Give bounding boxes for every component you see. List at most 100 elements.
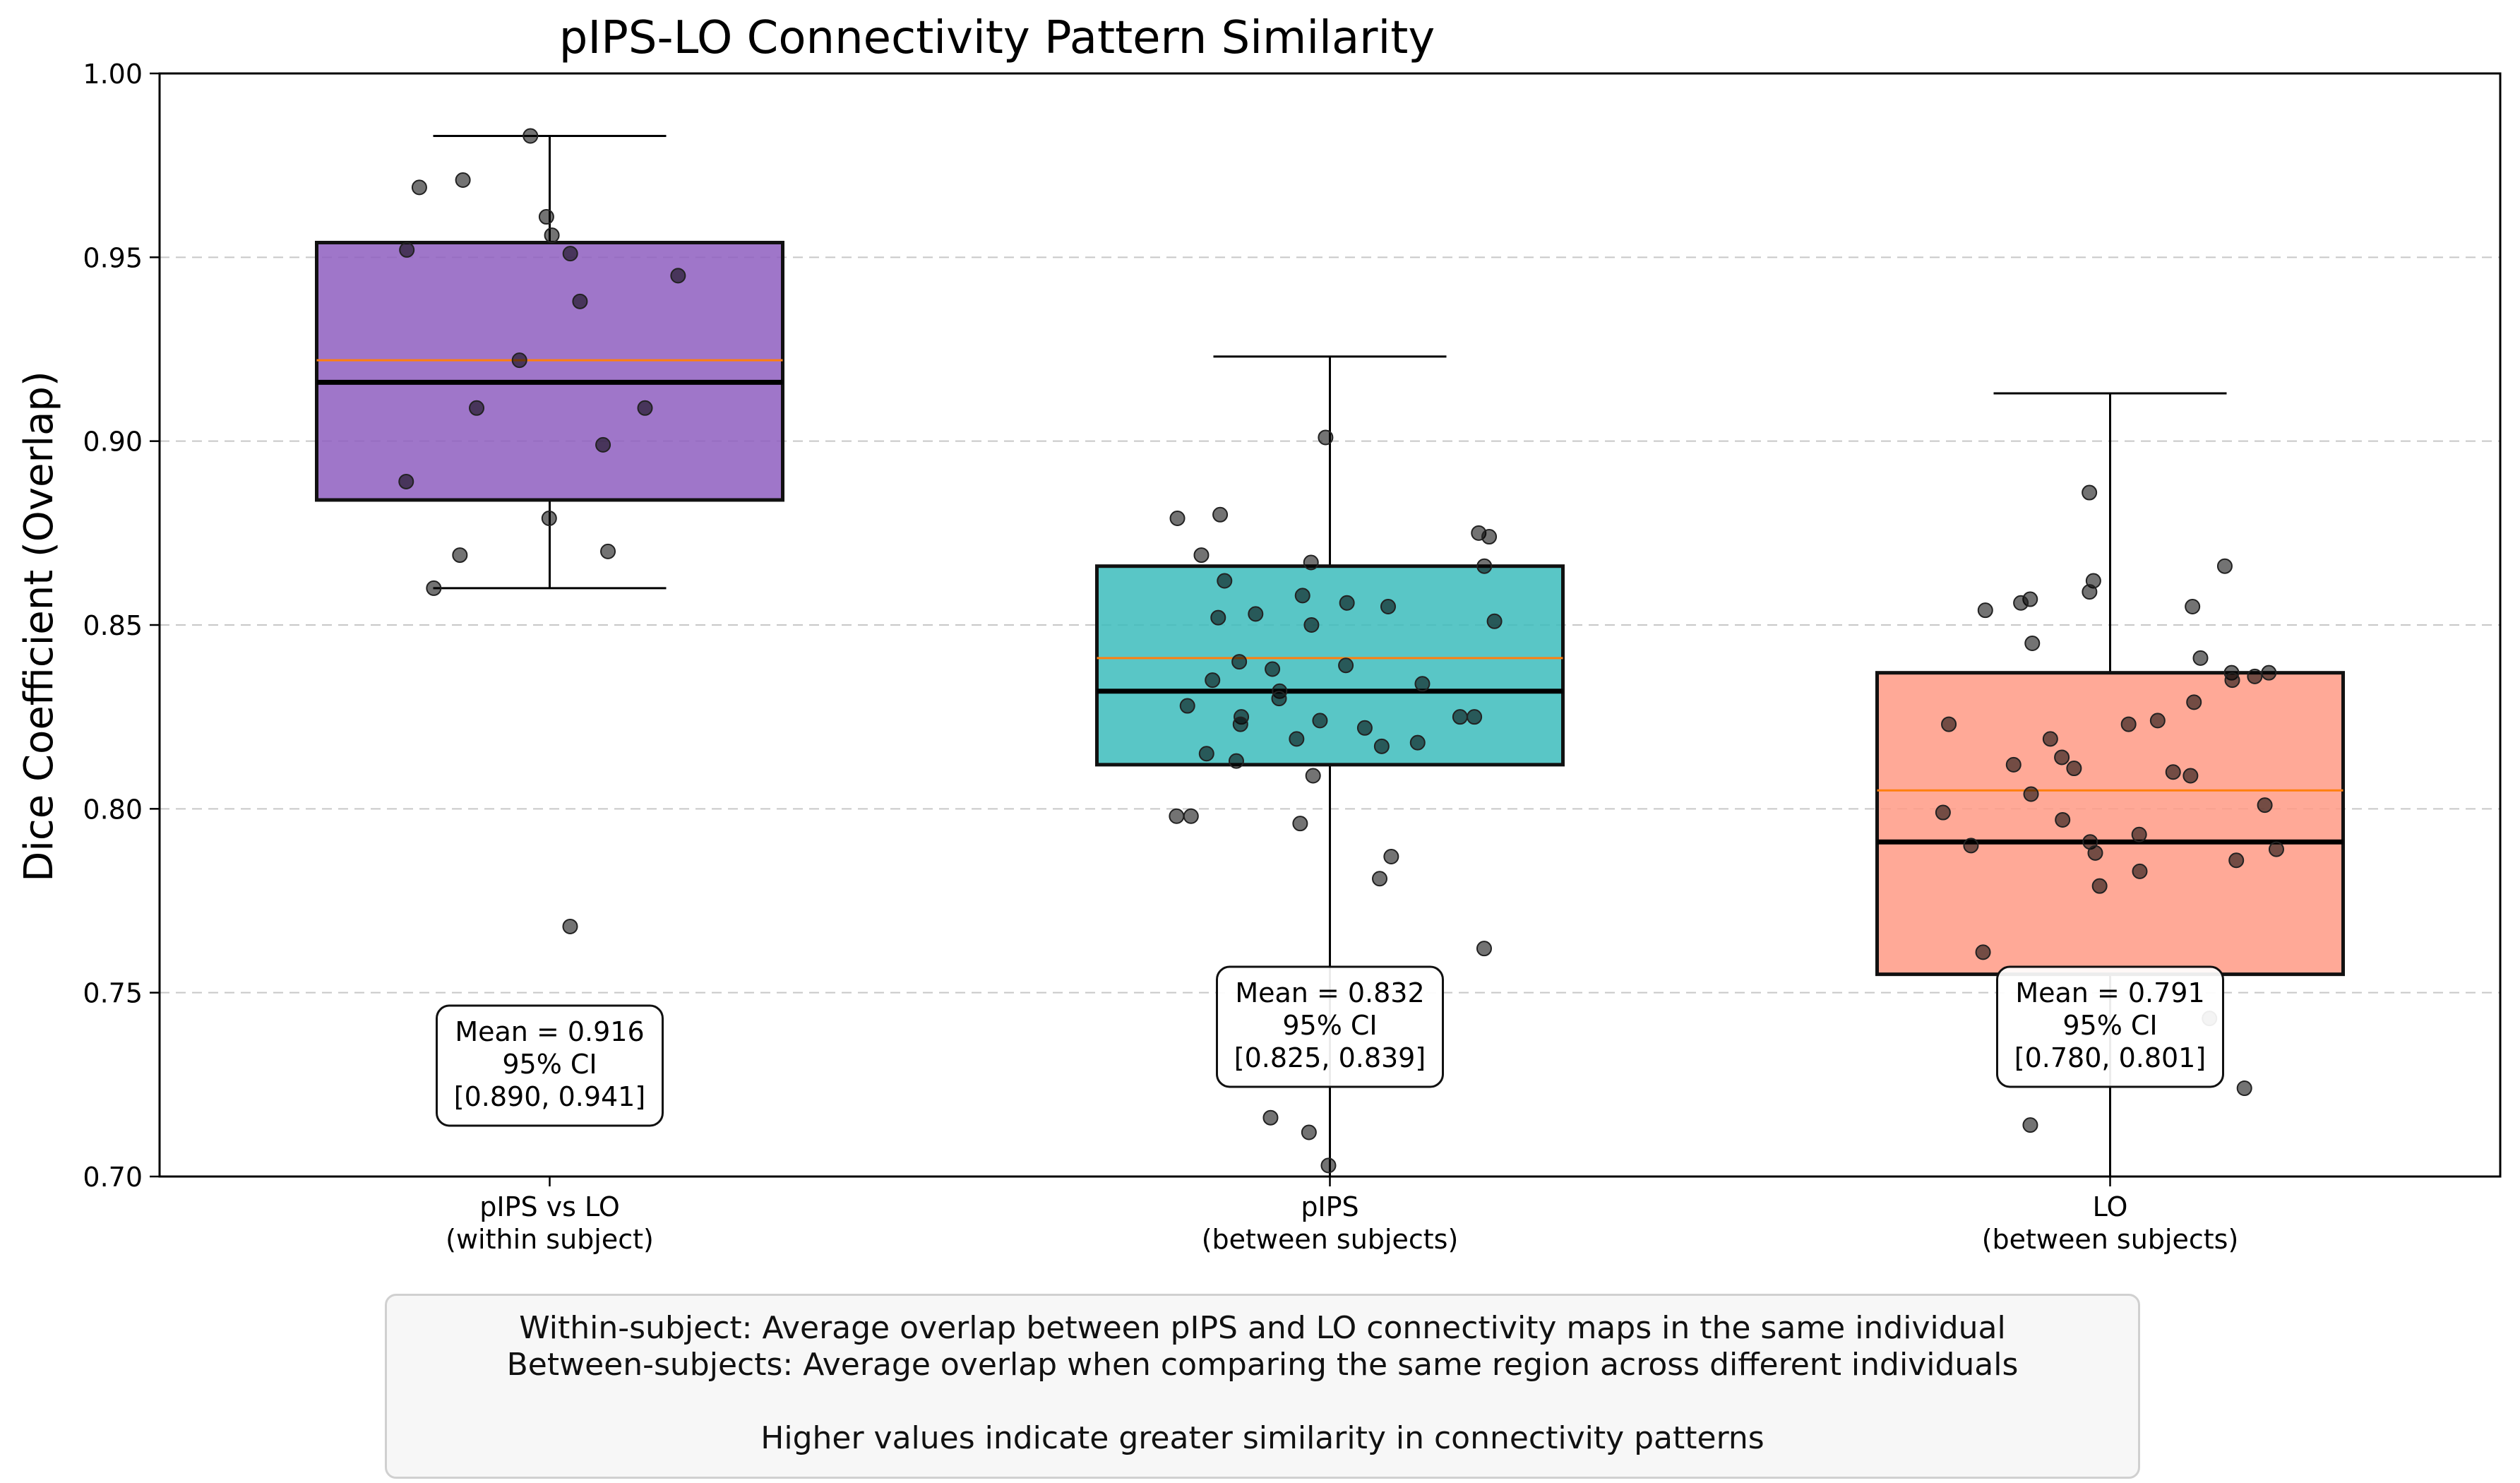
x-tick-label: pIPS vs LO — [479, 1191, 620, 1222]
data-point — [452, 547, 468, 564]
data-point — [455, 172, 471, 188]
data-point — [1205, 672, 1221, 689]
data-point — [1318, 429, 1334, 446]
data-point — [670, 268, 686, 284]
data-point — [2228, 852, 2245, 869]
data-point — [2224, 672, 2240, 689]
data-point — [1338, 657, 1354, 674]
y-tick-label: 0.80 — [83, 794, 143, 825]
data-point — [562, 246, 578, 262]
data-point — [637, 400, 653, 416]
data-point — [572, 293, 588, 309]
data-point — [1975, 944, 1991, 960]
data-point — [1232, 716, 1248, 732]
data-point — [1231, 654, 1248, 670]
annotation-text: [0.780, 0.801] — [2014, 1042, 2206, 1073]
data-point — [1380, 598, 1396, 614]
data-point — [2055, 811, 2071, 828]
annotation-box — [1996, 965, 2224, 1088]
data-point — [1228, 753, 1244, 769]
data-point — [426, 580, 442, 596]
data-point — [511, 352, 527, 369]
annotation-text: 95% CI — [1282, 1010, 1377, 1041]
y-tick-label: 0.95 — [83, 242, 143, 273]
footer-caption-box: Within-subject: Average overlap between … — [385, 1294, 2140, 1479]
y-tick-label: 0.75 — [83, 978, 143, 1009]
data-point — [1963, 838, 1979, 854]
data-point — [1476, 558, 1493, 574]
box-group-1 — [1095, 355, 1565, 1177]
data-point — [1248, 606, 1264, 622]
data-point — [2082, 584, 2098, 600]
annotation-box — [1216, 965, 1444, 1088]
annotation-text: 95% CI — [2062, 1010, 2157, 1041]
data-point — [2005, 756, 2022, 773]
data-point — [2149, 713, 2166, 729]
data-point — [562, 918, 578, 934]
data-point — [541, 511, 557, 527]
axis-layer: 0.70 0.75 0.80 0.85 0.90 0.95 1.00 pIPS vs LO(w… — [83, 59, 2502, 1255]
data-point — [1339, 595, 1355, 611]
annotation-box — [436, 1004, 664, 1127]
data-point — [1271, 691, 1287, 707]
data-point — [1198, 746, 1214, 762]
data-point — [1294, 588, 1310, 604]
x-tick-label: pIPS — [1301, 1191, 1358, 1222]
data-point — [1169, 808, 1185, 824]
annotation-text: Mean = 0.916 — [455, 1016, 644, 1047]
data-point — [2192, 650, 2209, 666]
data-point — [1303, 554, 1319, 571]
data-point — [2091, 878, 2108, 894]
data-point — [1292, 816, 1308, 832]
data-point — [1409, 734, 1426, 751]
data-point — [1383, 849, 1399, 865]
x-tick-sublabel: (between subjects) — [1982, 1224, 2239, 1255]
data-point — [2236, 1080, 2252, 1097]
data-point — [1414, 676, 1431, 692]
y-tick-label: 0.70 — [83, 1162, 143, 1193]
data-point — [1977, 602, 1993, 619]
data-point — [2087, 845, 2103, 861]
annotation-text: Mean = 0.832 — [1235, 977, 1424, 1008]
chart-svg: pIPS-LO Connectivity Pattern Similarity … — [16, 12, 2502, 1255]
data-point — [2054, 749, 2070, 766]
data-point — [1941, 716, 1957, 732]
data-point — [1265, 661, 1281, 677]
data-point — [1481, 529, 1498, 545]
y-tick-label: 1.00 — [83, 59, 143, 90]
chart-title: pIPS-LO Connectivity Pattern Similarity — [559, 12, 1435, 64]
data-point — [2022, 1117, 2038, 1133]
data-point — [1179, 698, 1195, 714]
x-tick-label: LO — [2093, 1191, 2128, 1222]
data-point — [1262, 1109, 1279, 1126]
plot-frame — [158, 72, 2502, 1178]
data-point — [1305, 768, 1321, 784]
data-point — [2165, 764, 2181, 780]
data-point — [2131, 826, 2147, 842]
box-group-0 — [315, 128, 784, 934]
y-tick-label: 0.85 — [83, 610, 143, 641]
data-point — [1289, 731, 1305, 747]
data-point — [544, 227, 560, 244]
data-point — [469, 400, 485, 416]
data-point — [2257, 797, 2273, 814]
data-point — [2013, 595, 2029, 611]
data-point — [411, 179, 427, 196]
data-point — [398, 473, 414, 489]
data-point — [1486, 613, 1503, 629]
data-point — [1467, 709, 1483, 725]
data-point — [522, 128, 539, 144]
data-point — [2132, 863, 2148, 879]
annotation-text: [0.890, 0.941] — [454, 1081, 645, 1112]
data-point — [2024, 636, 2041, 652]
data-point — [1301, 1124, 1317, 1140]
box-iqr — [315, 241, 784, 502]
data-point — [2120, 716, 2137, 732]
data-point — [1320, 1157, 1337, 1174]
x-tick-sublabel: (between subjects) — [1202, 1224, 1459, 1255]
data-point — [2042, 731, 2058, 747]
data-point — [2185, 598, 2201, 614]
data-point — [2182, 768, 2199, 784]
